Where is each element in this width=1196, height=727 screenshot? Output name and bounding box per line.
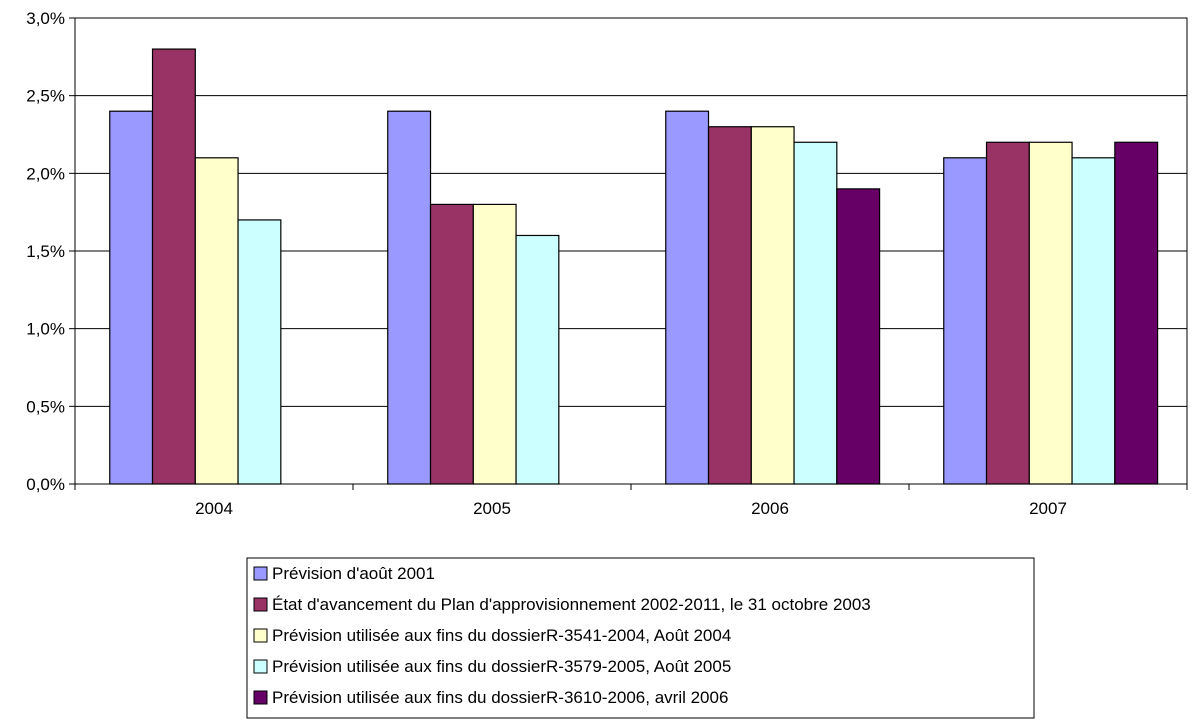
bar-series-4-2007: [1071, 157, 1116, 485]
legend-swatch: [253, 659, 268, 674]
tick-labels: 0,0% 0,5% 1,0% 1,5% 2,0% 2,5% 3,0% 2004 2005 2006…: [26, 9, 1067, 518]
x-tick-label: 2006: [751, 499, 789, 518]
bar-series-5-2006: [836, 188, 881, 485]
x-tick-label: 2004: [195, 499, 233, 518]
legend-swatch: [253, 628, 268, 643]
bar-series-4-2006: [793, 141, 838, 485]
x-tick-label: 2007: [1029, 499, 1067, 518]
bar-series-5-2007: [1114, 141, 1159, 485]
y-tick-label: 1,0%: [26, 320, 65, 339]
legend-box: [246, 557, 1035, 719]
bar-series-2-2007: [985, 141, 1030, 485]
legend: Prévision d'août 2001 État d'avancement d…: [246, 557, 1035, 719]
bar-series-3-2006: [750, 126, 795, 485]
legend-label: Prévision utilisée aux fins du dossierR-…: [272, 657, 731, 676]
legend-swatch: [253, 597, 268, 612]
bar-series-1-2006: [665, 110, 710, 485]
y-tick-label: 3,0%: [26, 9, 65, 28]
y-tick-label: 0,5%: [26, 397, 65, 416]
legend-swatch: [253, 690, 268, 705]
legend-label: Prévision d'août 2001: [272, 564, 435, 583]
bar-series-4-2005: [515, 234, 560, 485]
bar-series-2-2004: [151, 48, 196, 485]
bars: [109, 48, 1159, 485]
legend-swatch: [253, 566, 268, 581]
bar-series-2-2005: [429, 203, 474, 485]
bar-series-1-2005: [387, 110, 432, 485]
bar-series-1-2004: [109, 110, 154, 485]
legend-label: État d'avancement du Plan d'approvisionn…: [272, 595, 871, 614]
y-tick-label: 1,5%: [26, 242, 65, 261]
legend-label: Prévision utilisée aux fins du dossierR-…: [272, 626, 731, 645]
bar-series-2-2006: [707, 126, 752, 485]
x-tick-label: 2005: [473, 499, 511, 518]
bar-series-3-2007: [1028, 141, 1073, 485]
bar-series-3-2005: [472, 203, 517, 485]
legend-label: Prévision utilisée aux fins du dossierR-…: [272, 688, 728, 707]
bar-series-4-2004: [237, 219, 282, 485]
y-tick-label: 2,0%: [26, 164, 65, 183]
y-tick-label: 2,5%: [26, 87, 65, 106]
bar-series-1-2007: [943, 157, 988, 485]
axes: [69, 17, 1188, 490]
bar-series-3-2004: [194, 157, 239, 485]
y-tick-label: 0,0%: [26, 475, 65, 494]
